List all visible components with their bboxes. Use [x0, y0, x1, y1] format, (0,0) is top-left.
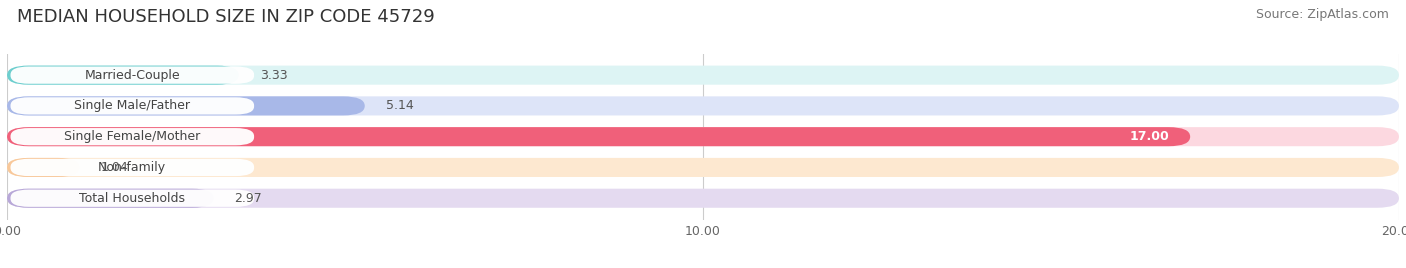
- FancyBboxPatch shape: [7, 66, 239, 85]
- FancyBboxPatch shape: [7, 189, 1399, 208]
- Text: Married-Couple: Married-Couple: [84, 69, 180, 82]
- Text: 1.04: 1.04: [100, 161, 128, 174]
- Text: MEDIAN HOUSEHOLD SIZE IN ZIP CODE 45729: MEDIAN HOUSEHOLD SIZE IN ZIP CODE 45729: [17, 8, 434, 26]
- FancyBboxPatch shape: [7, 96, 1399, 116]
- Text: Single Male/Father: Single Male/Father: [75, 99, 190, 112]
- Text: Single Female/Mother: Single Female/Mother: [65, 130, 201, 143]
- FancyBboxPatch shape: [10, 128, 254, 145]
- FancyBboxPatch shape: [7, 66, 1399, 85]
- Text: 3.33: 3.33: [260, 69, 287, 82]
- Text: Source: ZipAtlas.com: Source: ZipAtlas.com: [1256, 8, 1389, 21]
- FancyBboxPatch shape: [10, 66, 254, 84]
- FancyBboxPatch shape: [7, 158, 1399, 177]
- FancyBboxPatch shape: [7, 158, 79, 177]
- Text: Total Households: Total Households: [79, 192, 186, 205]
- Text: Non-family: Non-family: [98, 161, 166, 174]
- Text: 5.14: 5.14: [385, 99, 413, 112]
- FancyBboxPatch shape: [10, 189, 254, 207]
- FancyBboxPatch shape: [7, 189, 214, 208]
- FancyBboxPatch shape: [7, 127, 1191, 146]
- FancyBboxPatch shape: [10, 159, 254, 176]
- FancyBboxPatch shape: [7, 127, 1399, 146]
- FancyBboxPatch shape: [7, 96, 364, 116]
- FancyBboxPatch shape: [10, 97, 254, 114]
- Text: 2.97: 2.97: [235, 192, 263, 205]
- Text: 17.00: 17.00: [1129, 130, 1170, 143]
